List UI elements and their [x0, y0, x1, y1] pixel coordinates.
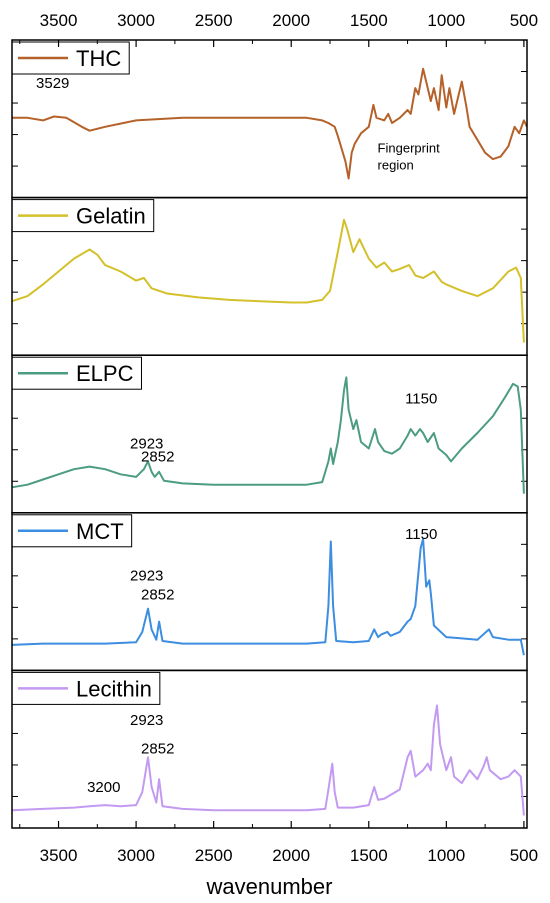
annotation-label: 2852	[141, 448, 174, 465]
annotation-label: 2923	[130, 567, 163, 584]
x-tick-label-bottom: 2000	[272, 846, 310, 865]
annotation-label: Fingerprint	[378, 141, 441, 156]
legend-label-lecithin: Lecithin	[76, 676, 152, 701]
x-tick-label-bottom: 3500	[40, 846, 78, 865]
annotation-label: 3529	[36, 75, 69, 92]
x-tick-label-top: 1500	[350, 11, 388, 30]
legend-label-thc: THC	[76, 46, 121, 71]
x-tick-label-bottom: 3000	[117, 846, 155, 865]
annotation-label: 3200	[87, 779, 120, 796]
series-line-elpc	[11, 376, 525, 494]
annotation-label: 2852	[141, 740, 174, 757]
legend-label-mct: MCT	[76, 519, 124, 544]
series-line-lecithin	[11, 704, 525, 816]
annotation-label: 1150	[405, 390, 437, 407]
series-line-mct	[11, 537, 525, 656]
annotation-label: 2852	[141, 587, 174, 604]
x-tick-label-top: 2500	[195, 11, 233, 30]
annotation-label: 1150	[405, 526, 437, 543]
legend-label-gelatin: Gelatin	[76, 204, 146, 229]
x-tick-label-bottom: 1000	[427, 846, 465, 865]
series-line-gelatin	[11, 218, 525, 343]
panel-frame	[11, 669, 528, 829]
x-tick-label-top: 3000	[117, 11, 155, 30]
annotation-label: 2923	[130, 435, 163, 452]
series-line-thc	[12, 67, 528, 180]
x-tick-label-bottom: 1500	[350, 846, 388, 865]
legend-label-elpc: ELPC	[76, 361, 134, 386]
x-axis-title: wavenumber	[206, 874, 333, 899]
annotation-label: 2923	[130, 712, 163, 729]
x-tick-label-top: 2000	[272, 11, 310, 30]
x-tick-label-top: 1000	[427, 11, 465, 30]
x-tick-label-top: 500	[510, 11, 538, 30]
x-tick-label-top: 3500	[40, 11, 78, 30]
x-tick-label-bottom: 500	[510, 846, 538, 865]
x-tick-label-bottom: 2500	[195, 846, 233, 865]
annotation-label: region	[378, 158, 414, 173]
